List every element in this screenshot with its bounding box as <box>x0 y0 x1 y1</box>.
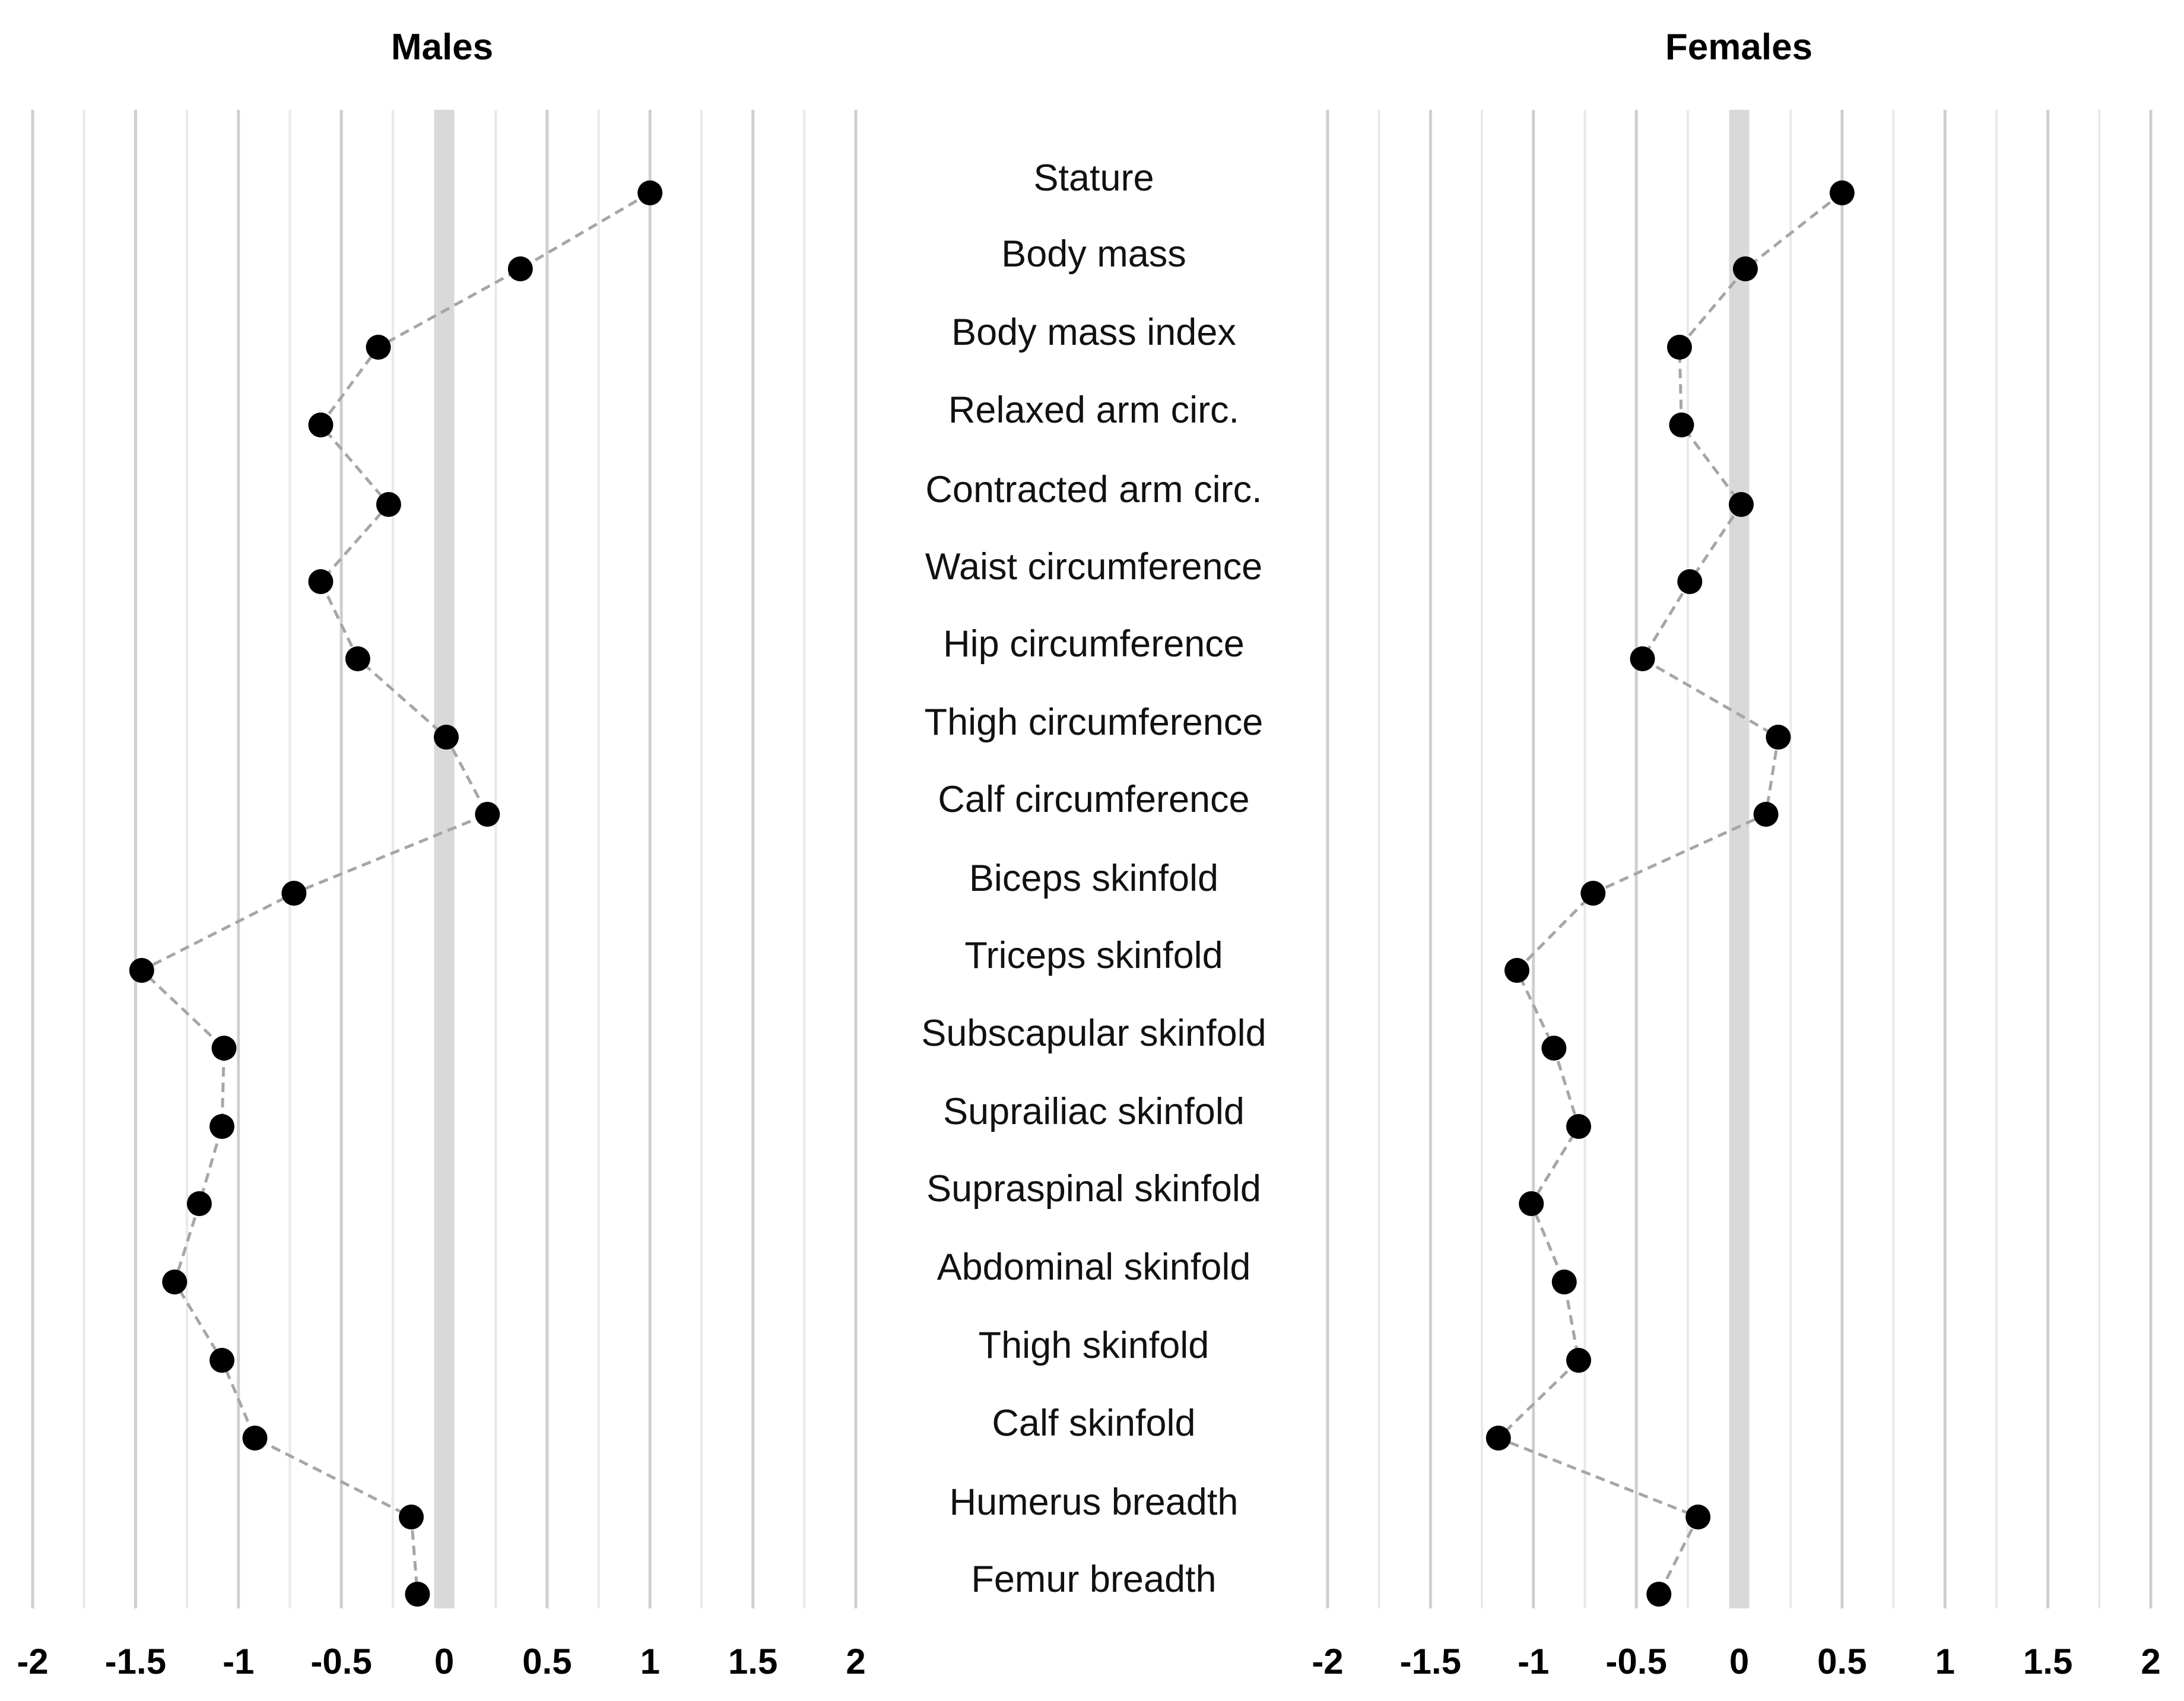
males-tick-label: -1 <box>223 1642 254 1681</box>
variable-label: Triceps skinfold <box>964 935 1223 976</box>
males-tick-label: 2 <box>846 1642 865 1681</box>
variable-label: Subscapular skinfold <box>921 1013 1266 1054</box>
males-point-9 <box>475 802 500 827</box>
females-point-15 <box>1551 1270 1577 1294</box>
males-point-12 <box>211 1036 237 1061</box>
variable-label: Body mass <box>1001 233 1186 275</box>
males-tick-label: -1.5 <box>105 1642 166 1681</box>
variable-label: Humerus breadth <box>950 1481 1239 1523</box>
females-point-4 <box>1669 412 1694 437</box>
males-x-axis: -2 -1.5 -1 -0.5 0 0.5 1 1.5 2 <box>17 1642 865 1681</box>
variable-label: Body mass index <box>951 312 1236 353</box>
females-point-14 <box>1519 1191 1544 1216</box>
males-tick-label: 0 <box>434 1642 454 1681</box>
variable-label: Thigh circumference <box>925 702 1264 743</box>
variable-label: Calf skinfold <box>992 1402 1195 1444</box>
males-panel-title: Males <box>391 27 493 68</box>
males-point-16 <box>209 1348 235 1373</box>
males-tick-label: 0.5 <box>522 1642 572 1681</box>
females-panel: -2 -1.5 -1 -0.5 0 0.5 1 1.5 2 Females <box>1312 27 2160 1681</box>
males-point-6 <box>308 569 334 594</box>
males-tick-label: -0.5 <box>310 1642 372 1681</box>
males-tick-label: 1 <box>640 1642 660 1681</box>
variable-label: Abdominal skinfold <box>937 1246 1251 1288</box>
females-x-axis: -2 -1.5 -1 -0.5 0 0.5 1 1.5 2 <box>1312 1642 2160 1681</box>
females-series <box>1485 180 1855 1607</box>
females-tick-label: -0.5 <box>1605 1642 1666 1681</box>
variable-label: Hip circumference <box>943 623 1245 665</box>
variable-label: Femur breadth <box>971 1559 1216 1600</box>
females-point-19 <box>1646 1582 1672 1607</box>
females-point-16 <box>1566 1348 1592 1373</box>
females-point-18 <box>1685 1505 1711 1529</box>
males-point-15 <box>162 1270 188 1294</box>
females-tick-label: 1 <box>1935 1642 1955 1681</box>
variable-label: Thigh skinfold <box>979 1325 1210 1366</box>
variable-label: Suprailiac skinfold <box>943 1091 1245 1132</box>
males-point-14 <box>186 1191 212 1216</box>
males-point-19 <box>405 1582 430 1607</box>
females-point-9 <box>1753 802 1779 827</box>
males-point-7 <box>345 646 370 671</box>
males-point-18 <box>399 1505 424 1529</box>
females-tick-label: -1 <box>1518 1642 1549 1681</box>
variable-label: Stature <box>1033 157 1154 199</box>
females-tick-label: -2 <box>1312 1642 1343 1681</box>
males-point-13 <box>209 1114 235 1139</box>
females-point-10 <box>1580 881 1606 906</box>
males-point-3 <box>366 335 391 360</box>
females-panel-title: Females <box>1665 27 1812 68</box>
variable-label: Biceps skinfold <box>969 858 1218 899</box>
males-point-8 <box>433 725 459 750</box>
males-point-11 <box>129 958 154 983</box>
males-grid <box>31 110 858 1608</box>
females-tick-label: 0.5 <box>1817 1642 1866 1681</box>
females-point-13 <box>1566 1114 1592 1139</box>
females-point-6 <box>1677 569 1703 594</box>
males-tick-label: 1.5 <box>728 1642 777 1681</box>
females-point-11 <box>1504 958 1530 983</box>
females-point-1 <box>1829 180 1855 205</box>
females-tick-label: 0 <box>1729 1642 1749 1681</box>
females-point-8 <box>1766 725 1791 750</box>
variable-label: Calf circumference <box>938 779 1249 820</box>
females-grid <box>1326 110 2153 1608</box>
males-point-17 <box>242 1426 268 1451</box>
males-series-line <box>139 191 651 1595</box>
females-point-3 <box>1666 335 1692 360</box>
males-series <box>129 180 663 1607</box>
males-point-4 <box>308 412 334 437</box>
variable-label: Relaxed arm circ. <box>948 389 1239 431</box>
males-tick-label: -2 <box>17 1642 48 1681</box>
males-panel: -2 -1.5 -1 -0.5 0 0.5 1 1.5 2 Males <box>17 27 865 1681</box>
variable-label: Supraspinal skinfold <box>926 1168 1261 1210</box>
females-tick-label: 2 <box>2141 1642 2160 1681</box>
variable-label: Contracted arm circ. <box>925 469 1262 510</box>
variable-label: Waist circumference <box>925 546 1262 588</box>
females-point-7 <box>1630 646 1655 671</box>
females-tick-label: 1.5 <box>2023 1642 2072 1681</box>
females-point-5 <box>1728 492 1754 517</box>
males-point-10 <box>281 881 307 906</box>
variable-labels: Stature Body mass Body mass index Relaxed a… <box>921 157 1266 1600</box>
males-point-2 <box>507 256 533 281</box>
females-tick-label: -1.5 <box>1400 1642 1461 1681</box>
females-point-2 <box>1732 256 1758 281</box>
males-point-1 <box>637 180 663 205</box>
females-point-12 <box>1541 1036 1567 1061</box>
females-zero-band <box>1729 110 1750 1608</box>
females-point-17 <box>1485 1426 1511 1451</box>
males-point-5 <box>376 492 401 517</box>
males-zero-band <box>434 110 455 1608</box>
